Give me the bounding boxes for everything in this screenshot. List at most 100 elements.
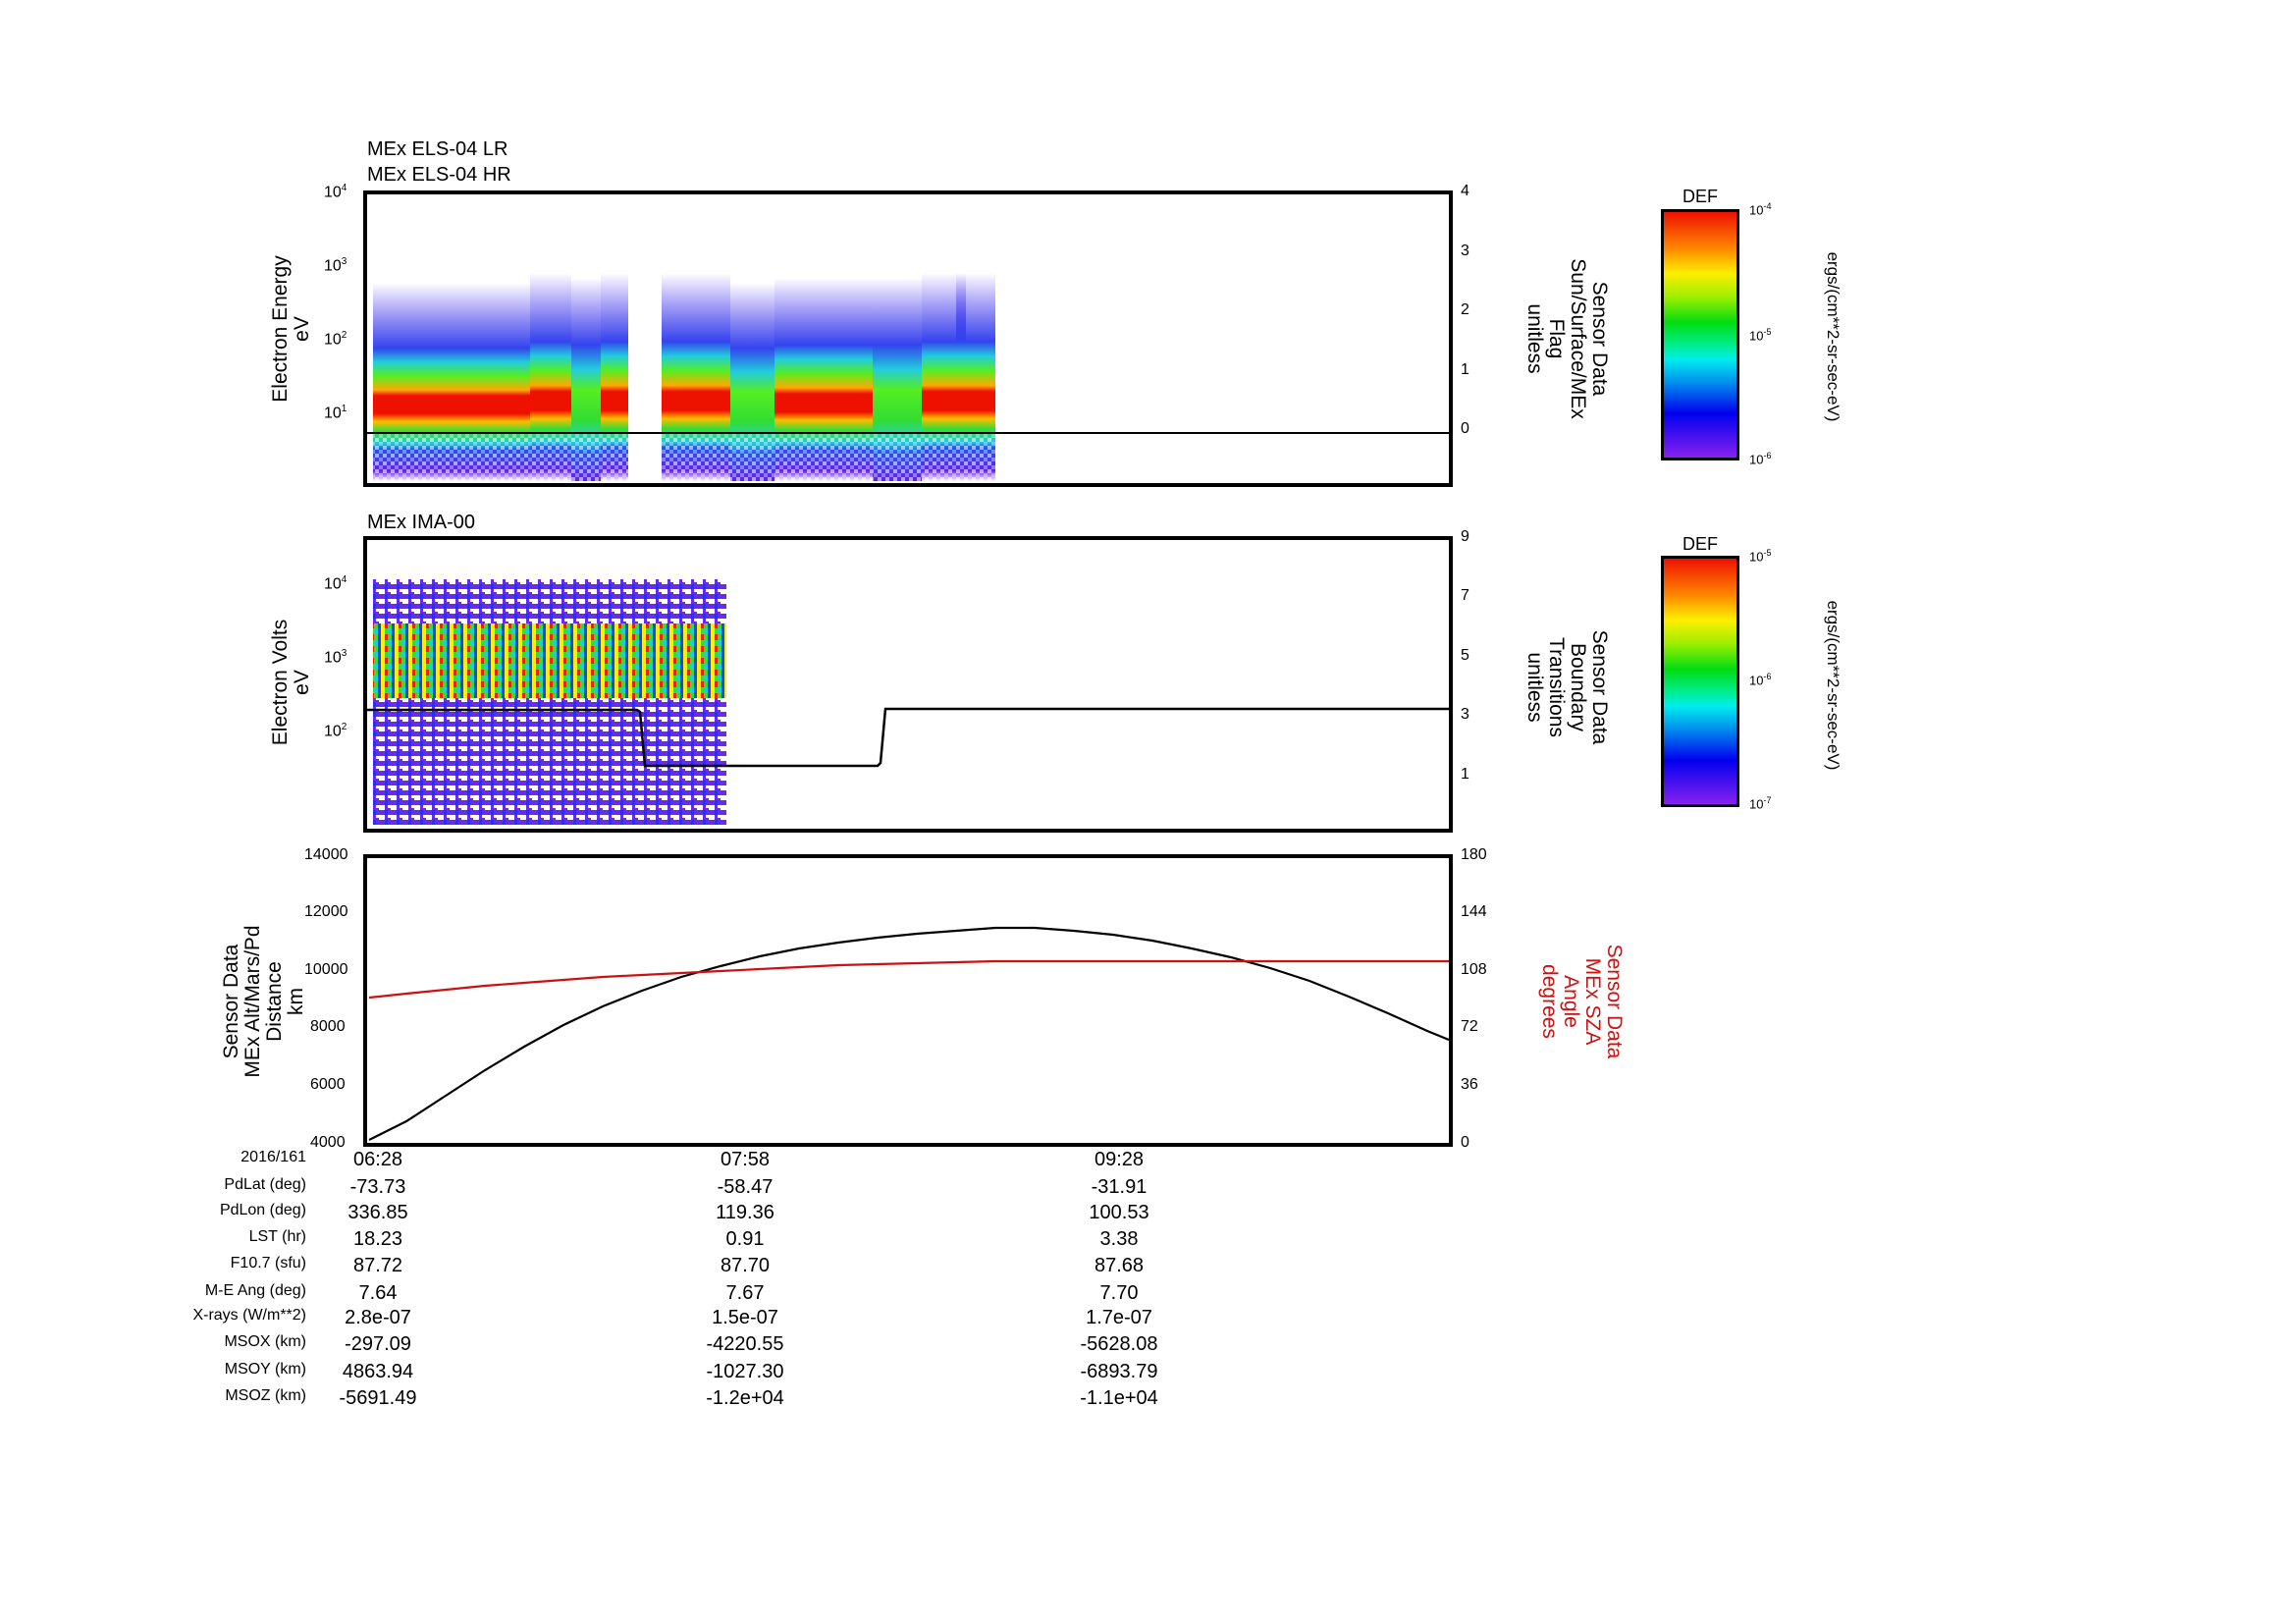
alt-line-panel[interactable] xyxy=(363,854,1453,1147)
table-time: 09:28 xyxy=(1094,1149,1145,1170)
ima-title: MEx IMA-00 xyxy=(367,512,476,533)
ima-boundary-line xyxy=(367,707,1449,768)
ima-y2tick: 3 xyxy=(1461,706,1469,723)
ima-ylabel: Electron Volts eV xyxy=(269,619,313,746)
table-column: 07:58 -58.47 119.36 0.91 87.70 7.67 1.5e… xyxy=(691,1149,799,1414)
table-label: MSOY (km) xyxy=(224,1361,306,1378)
table-cell: 18.23 xyxy=(352,1228,403,1250)
els-cbar-tick-max: 10-4 xyxy=(1749,201,1772,218)
alt-ytick: 14000 xyxy=(304,846,348,863)
table-cell: -6893.79 xyxy=(1080,1361,1158,1382)
table-label: LST (hr) xyxy=(248,1228,306,1245)
table-cell: 119.36 xyxy=(716,1202,774,1223)
table-label: PdLon (deg) xyxy=(219,1202,306,1218)
table-time: 06:28 xyxy=(352,1149,403,1170)
els-ytick-1e1: 101 xyxy=(324,404,347,422)
table-label: X-rays (W/m**2) xyxy=(192,1307,306,1324)
ima-y2label: Sensor Data Boundary Transitions unitles… xyxy=(1523,629,1611,745)
els-spectrogram xyxy=(367,273,1449,483)
sza-angle-line xyxy=(368,959,1449,1000)
table-cell: -73.73 xyxy=(349,1176,406,1198)
table-cell: -1027.30 xyxy=(706,1361,784,1382)
table-labels: 2016/161 PdLat (deg) PdLon (deg) LST (hr… xyxy=(0,1149,306,1424)
els-y2tick: 2 xyxy=(1461,301,1469,318)
els-ytick-1e2: 102 xyxy=(324,330,347,349)
alt-ytick: 6000 xyxy=(310,1076,346,1093)
table-cell: -1.1e+04 xyxy=(1080,1387,1158,1409)
table-cell: 4863.94 xyxy=(342,1361,414,1382)
alt-ylabel: Sensor Data MEx Alt/Mars/Pd Distance km xyxy=(220,925,307,1078)
table-cell: -5691.49 xyxy=(339,1387,417,1409)
table-label: PdLat (deg) xyxy=(224,1176,306,1193)
sza-y2tick: 108 xyxy=(1461,961,1487,978)
table-cell: -5628.08 xyxy=(1080,1333,1158,1355)
sza-y2tick: 144 xyxy=(1461,903,1487,920)
els-spectrogram-panel[interactable] xyxy=(363,190,1453,487)
table-column: 06:28 -73.73 336.85 18.23 87.72 7.64 2.8… xyxy=(329,1149,427,1414)
alt-ytick: 12000 xyxy=(304,903,348,920)
els-cbar-tick-min: 10-6 xyxy=(1749,451,1772,467)
ima-colorbar-title: DEF xyxy=(1682,534,1718,554)
ima-ytick-1e4: 104 xyxy=(324,574,347,593)
table-cell: 1.7e-07 xyxy=(1086,1307,1152,1328)
table-cell: 3.38 xyxy=(1099,1228,1139,1250)
alt-ytick: 4000 xyxy=(310,1134,346,1151)
table-cell: 0.91 xyxy=(725,1228,765,1250)
table-cell: -297.09 xyxy=(345,1333,411,1355)
table-label: M-E Ang (deg) xyxy=(204,1282,306,1299)
table-column: 09:28 -31.91 100.53 3.38 87.68 7.70 1.7e… xyxy=(1065,1149,1173,1414)
table-cell: 7.67 xyxy=(725,1282,765,1304)
ima-cbar-tick-max: 10-5 xyxy=(1749,548,1772,565)
table-cell: 87.68 xyxy=(1094,1255,1145,1276)
table-cell: 7.64 xyxy=(358,1282,398,1304)
alt-distance-line xyxy=(368,926,1450,1141)
alt-ytick: 8000 xyxy=(310,1018,346,1035)
els-y2tick: 0 xyxy=(1461,420,1469,437)
els-ylabel: Electron Energy eV xyxy=(269,255,313,403)
ima-y2tick: 7 xyxy=(1461,587,1469,604)
ima-cbar-tick-min: 10-7 xyxy=(1749,795,1772,812)
ima-colorbar-units: ergs/(cm**2-sr-sec-eV) xyxy=(1824,600,1842,771)
alt-ytick: 10000 xyxy=(304,961,348,978)
sza-y2label: Sensor Data MEx SZA Angle degrees xyxy=(1538,944,1626,1059)
els-y2tick: 1 xyxy=(1461,361,1469,378)
table-cell: -4220.55 xyxy=(706,1333,784,1355)
els-ytick-1e4: 104 xyxy=(324,183,347,201)
els-colorbar-title: DEF xyxy=(1682,187,1718,206)
ima-y2tick: 9 xyxy=(1461,528,1469,545)
table-cell: 87.70 xyxy=(720,1255,771,1276)
sza-y2tick: 72 xyxy=(1461,1018,1478,1035)
els-colorbar xyxy=(1661,209,1739,460)
ima-colorbar xyxy=(1661,556,1739,807)
table-cell: 336.85 xyxy=(347,1202,408,1223)
els-y2tick: 4 xyxy=(1461,183,1469,199)
ima-y2tick: 5 xyxy=(1461,647,1469,664)
table-cell: 1.5e-07 xyxy=(712,1307,778,1328)
ima-y2tick: 1 xyxy=(1461,766,1469,783)
table-label: F10.7 (sfu) xyxy=(230,1255,306,1271)
ima-ytick-1e2: 102 xyxy=(324,722,347,740)
els-ytick-1e3: 103 xyxy=(324,256,347,275)
table-label-date: 2016/161 xyxy=(240,1149,306,1165)
table-time: 07:58 xyxy=(720,1149,771,1170)
alt-line-plot xyxy=(368,926,1450,1141)
table-cell: -31.91 xyxy=(1091,1176,1148,1198)
els-colorbar-units: ergs/(cm**2-sr-sec-eV) xyxy=(1824,251,1842,422)
table-cell: 87.72 xyxy=(352,1255,403,1276)
table-cell: 2.8e-07 xyxy=(345,1307,411,1328)
els-title-lr: MEx ELS-04 LR xyxy=(367,138,508,160)
sza-y2tick: 36 xyxy=(1461,1076,1478,1093)
sza-y2tick: 180 xyxy=(1461,846,1487,863)
ima-cbar-tick-mid: 10-6 xyxy=(1749,672,1772,688)
els-y2label: Sensor Data Sun/Surface/MEx Flag unitles… xyxy=(1523,258,1611,419)
els-title-hr: MEx ELS-04 HR xyxy=(367,164,511,186)
table-label: MSOX (km) xyxy=(224,1333,306,1350)
table-cell: 7.70 xyxy=(1099,1282,1139,1304)
table-cell: -1.2e+04 xyxy=(706,1387,784,1409)
els-cbar-tick-mid: 10-5 xyxy=(1749,327,1772,344)
sza-y2tick: 0 xyxy=(1461,1134,1469,1151)
table-cell: 100.53 xyxy=(1089,1202,1149,1223)
ima-spectrogram-panel[interactable] xyxy=(363,536,1453,833)
table-cell: -58.47 xyxy=(717,1176,774,1198)
ima-ytick-1e3: 103 xyxy=(324,648,347,667)
